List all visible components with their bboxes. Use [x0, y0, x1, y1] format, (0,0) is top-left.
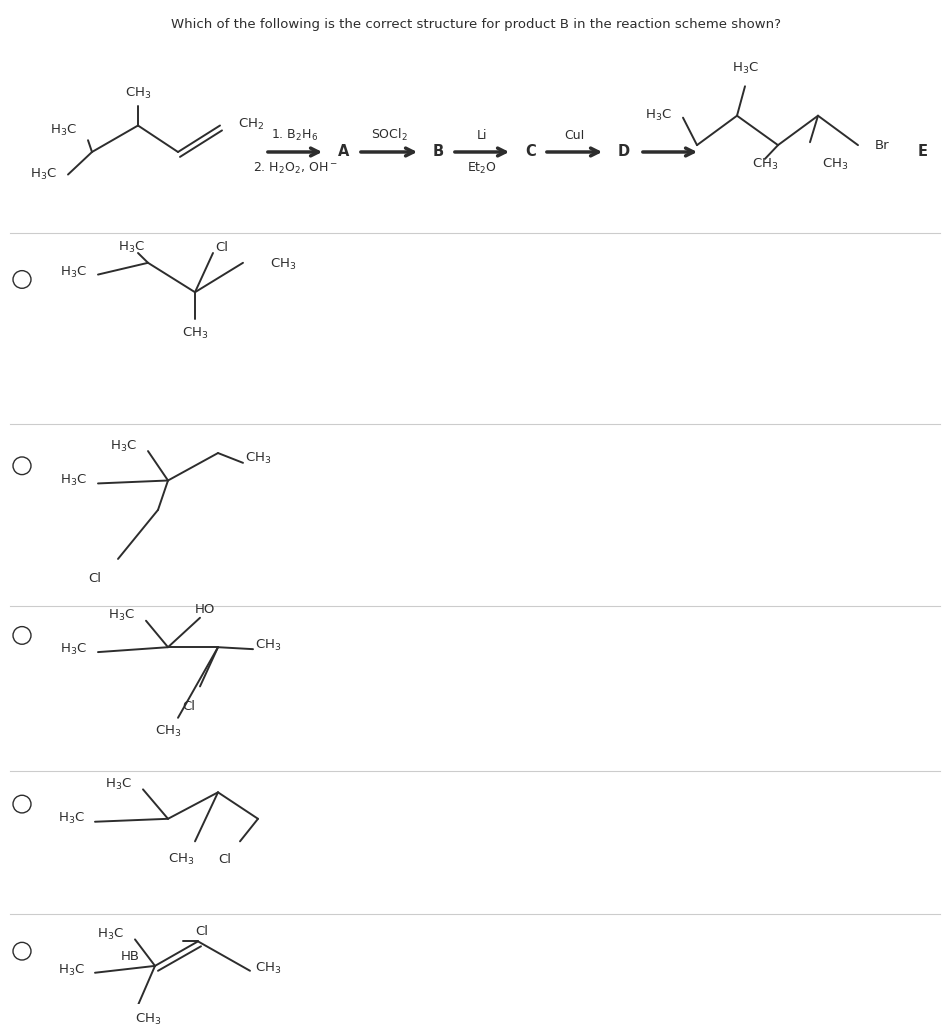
Text: Br: Br	[875, 138, 889, 152]
Text: H$_3$C: H$_3$C	[731, 61, 759, 76]
Text: B: B	[433, 144, 445, 160]
Text: CH$_3$: CH$_3$	[255, 638, 282, 652]
Text: D: D	[618, 144, 630, 160]
Text: Cl: Cl	[215, 241, 228, 254]
Text: CH$_3$: CH$_3$	[255, 962, 282, 976]
Text: H$_3$C: H$_3$C	[645, 109, 672, 123]
Text: HB: HB	[121, 949, 140, 963]
Text: Cl: Cl	[195, 925, 208, 938]
Text: SOCl$_2$: SOCl$_2$	[370, 127, 407, 143]
Text: CH$_3$: CH$_3$	[245, 452, 271, 467]
Text: Which of the following is the correct structure for product B in the reaction sc: Which of the following is the correct st…	[171, 17, 781, 31]
Text: H$_3$C: H$_3$C	[30, 167, 57, 182]
Text: H$_3$C: H$_3$C	[60, 473, 87, 488]
Text: CH$_3$: CH$_3$	[752, 158, 778, 172]
Text: H$_3$C: H$_3$C	[97, 927, 124, 942]
Text: H$_3$C: H$_3$C	[58, 964, 85, 978]
Text: E: E	[918, 144, 928, 160]
Text: H$_3$C: H$_3$C	[60, 642, 87, 656]
Text: Cl: Cl	[218, 853, 231, 865]
Text: A: A	[338, 144, 349, 160]
Text: Et$_2$O: Et$_2$O	[467, 161, 497, 176]
Text: CH$_3$: CH$_3$	[125, 86, 151, 100]
Text: 2. H$_2$O$_2$, OH$^-$: 2. H$_2$O$_2$, OH$^-$	[252, 161, 337, 176]
Text: CH$_3$: CH$_3$	[182, 326, 208, 341]
Text: CH$_3$: CH$_3$	[168, 851, 194, 866]
Text: H$_3$C: H$_3$C	[110, 438, 137, 454]
Text: CH$_3$: CH$_3$	[135, 1013, 161, 1024]
Text: Li: Li	[477, 129, 487, 141]
Text: CH$_3$: CH$_3$	[155, 724, 181, 739]
Text: H$_3$C: H$_3$C	[118, 240, 145, 255]
Text: C: C	[525, 144, 536, 160]
Text: Cl: Cl	[88, 572, 101, 585]
Text: CH$_2$: CH$_2$	[238, 117, 265, 132]
Text: H$_3$C: H$_3$C	[50, 123, 77, 138]
Text: H$_3$C: H$_3$C	[60, 265, 87, 281]
Text: Cl: Cl	[182, 699, 195, 713]
Text: CH$_3$: CH$_3$	[822, 158, 848, 172]
Text: CuI: CuI	[564, 129, 585, 141]
Text: CH$_3$: CH$_3$	[270, 257, 296, 272]
Text: 1. B$_2$H$_6$: 1. B$_2$H$_6$	[271, 128, 319, 143]
Text: H$_3$C: H$_3$C	[58, 811, 85, 826]
Text: H$_3$C: H$_3$C	[105, 777, 132, 792]
Text: H$_3$C: H$_3$C	[108, 608, 135, 624]
Text: HO: HO	[195, 603, 215, 616]
